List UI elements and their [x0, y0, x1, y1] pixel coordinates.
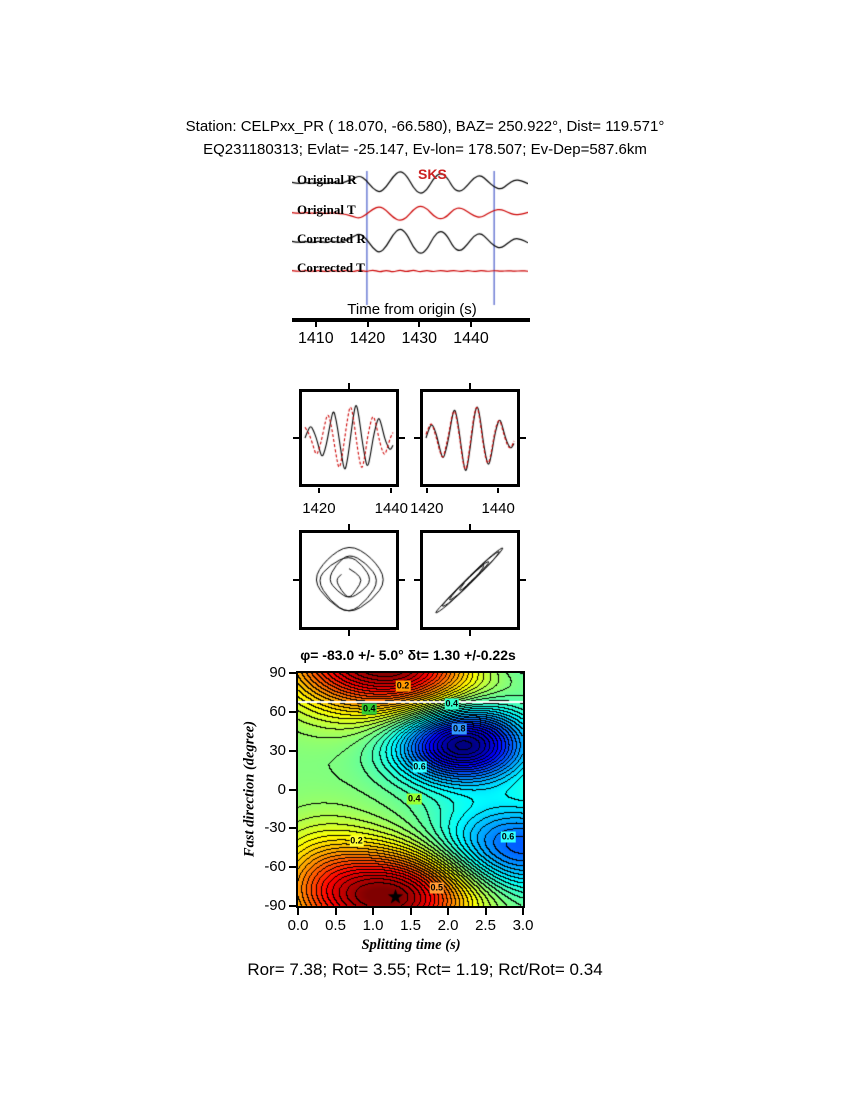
contour-value-label: 0.2	[349, 835, 364, 847]
time-tick-label: 1410	[298, 330, 334, 347]
contour-value-label: 0.8	[451, 723, 467, 735]
splitting-time-tick	[334, 908, 337, 915]
particle-motion-box-original	[299, 530, 399, 630]
pm-box-side-tick	[520, 579, 526, 581]
compare-box-side-tick	[399, 437, 405, 439]
misfit-contour-canvas	[298, 673, 523, 906]
splitting-time-tick	[409, 908, 412, 915]
particle-motion-canvas-original	[302, 533, 396, 627]
compare-tick-label: 1440	[374, 500, 408, 517]
time-tick-label: 1420	[349, 330, 386, 347]
time-tick-label: 1440	[453, 330, 489, 347]
contour-value-label: 0.6	[412, 761, 427, 773]
splitting-time-tick	[447, 908, 449, 915]
contour-value-label: 0.6	[500, 831, 516, 843]
fast-direction-tick-label: 60	[269, 702, 286, 720]
time-axis-line	[292, 318, 530, 322]
splitting-time-tick-label: 1.5	[400, 917, 421, 934]
time-axis-tick	[314, 322, 317, 327]
compare-box-side-tick	[520, 437, 526, 439]
fast-direction-tick	[289, 710, 296, 713]
fast-direction-tick-label: -90	[264, 897, 286, 914]
splitting-time-tick-label: 2.5	[475, 917, 496, 934]
splitting-time-tick-label: 0.0	[287, 917, 309, 934]
fast-direction-tick-label: -60	[264, 858, 286, 876]
splitting-time-axis-label: Splitting time (s)	[361, 937, 461, 953]
waveform-compare-box-original	[299, 389, 399, 487]
station-header: Station: CELPxx_PR ( 18.070, -66.580), B…	[185, 118, 665, 135]
splitting-time-tick-label: 2.0	[437, 917, 459, 934]
trace-label-corrected-r: Corrected R	[297, 231, 366, 246]
phase-label: SKS	[418, 166, 447, 182]
waveform-compare-canvas-corrected	[423, 392, 517, 484]
compare-tick-label: 1420	[302, 500, 336, 517]
fast-direction-tick	[289, 827, 296, 830]
contour-value-label: 0.4	[361, 703, 377, 715]
fast-direction-tick	[289, 905, 296, 907]
pm-box-side-tick	[414, 579, 420, 581]
compare-box-side-tick	[469, 383, 471, 389]
pm-box-side-tick	[293, 579, 299, 581]
particle-motion-canvas-corrected	[423, 533, 517, 627]
fast-direction-tick-label: 30	[269, 741, 286, 759]
contour-value-label: 0.2	[395, 680, 411, 692]
contour-value-label: 0.5	[429, 882, 445, 894]
pm-box-side-tick	[469, 630, 471, 636]
fast-direction-tick	[289, 672, 296, 674]
energy-ratio-summary: Ror= 7.38; Rot= 3.55; Rct= 1.19; Rct/Rot…	[247, 960, 603, 979]
trace-label-original-r: Original R	[297, 172, 357, 187]
pm-box-side-tick	[348, 630, 350, 636]
splitting-time-tick	[522, 908, 524, 915]
compare-box-tick	[497, 488, 500, 493]
splitting-time-tick	[484, 908, 487, 915]
fast-direction-tick	[289, 788, 296, 791]
trace-label-corrected-t: Corrected T	[297, 260, 365, 275]
splitting-time-tick-label: 3.0	[512, 917, 534, 934]
fast-direction-tick	[289, 866, 296, 869]
seismogram-traces-canvas	[292, 163, 528, 309]
trace-label-original-t: Original T	[297, 202, 356, 217]
time-axis-label: Time from origin (s)	[347, 301, 477, 318]
waveform-compare-box-corrected	[420, 389, 520, 487]
splitting-time-tick-label: 0.5	[325, 917, 346, 934]
pm-box-side-tick	[348, 524, 350, 530]
compare-tick-label: 1420	[410, 500, 444, 517]
compare-box-tick	[425, 488, 428, 493]
splitting-time-tick	[297, 908, 299, 915]
splitting-time-tick	[372, 908, 374, 915]
contour-value-label: 0.4	[444, 698, 460, 710]
splitting-result-title: φ= -83.0 +/- 5.0° δt= 1.30 +/-0.22s	[300, 647, 516, 663]
pm-box-side-tick	[469, 524, 471, 530]
pm-box-side-tick	[399, 579, 405, 581]
fast-direction-tick-label: 90	[269, 664, 286, 681]
event-header: EQ231180313; Evlat= -25.147, Ev-lon= 178…	[203, 141, 647, 158]
compare-box-side-tick	[348, 383, 350, 389]
time-axis-tick	[418, 322, 421, 327]
time-tick-label: 1430	[401, 330, 438, 347]
compare-box-tick	[390, 488, 393, 493]
waveform-compare-canvas-original	[302, 392, 396, 484]
contour-frame	[296, 671, 525, 908]
time-axis-tick	[470, 322, 473, 327]
particle-motion-box-corrected	[420, 530, 520, 630]
fast-direction-tick-label: 0	[277, 780, 286, 798]
compare-box-tick	[317, 488, 320, 493]
contour-value-label: 0.4	[406, 793, 422, 805]
time-axis-tick	[366, 322, 369, 327]
splitting-time-tick-label: 1.0	[362, 917, 384, 934]
compare-box-side-tick	[414, 437, 420, 439]
fast-direction-tick	[289, 749, 296, 752]
compare-tick-label: 1440	[481, 500, 515, 517]
compare-box-side-tick	[293, 437, 299, 439]
fast-direction-tick-label: -30	[264, 819, 286, 837]
